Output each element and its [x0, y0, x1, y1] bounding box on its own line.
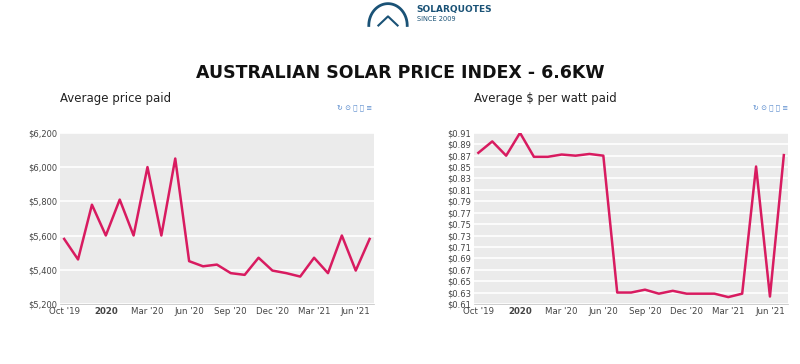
Text: AUSTRALIAN SOLAR PRICE INDEX - 6.6KW: AUSTRALIAN SOLAR PRICE INDEX - 6.6KW	[196, 64, 604, 82]
Text: SOLARQUOTES: SOLARQUOTES	[416, 5, 492, 15]
Text: Average price paid: Average price paid	[60, 92, 171, 105]
Text: ↻ ⊙ 🔍 📅 ≡: ↻ ⊙ 🔍 📅 ≡	[753, 104, 788, 111]
Text: ↻ ⊙ 🔍 📅 ≡: ↻ ⊙ 🔍 📅 ≡	[337, 104, 372, 111]
Text: SINCE 2009: SINCE 2009	[417, 16, 455, 22]
Text: Average $ per watt paid: Average $ per watt paid	[474, 92, 617, 105]
